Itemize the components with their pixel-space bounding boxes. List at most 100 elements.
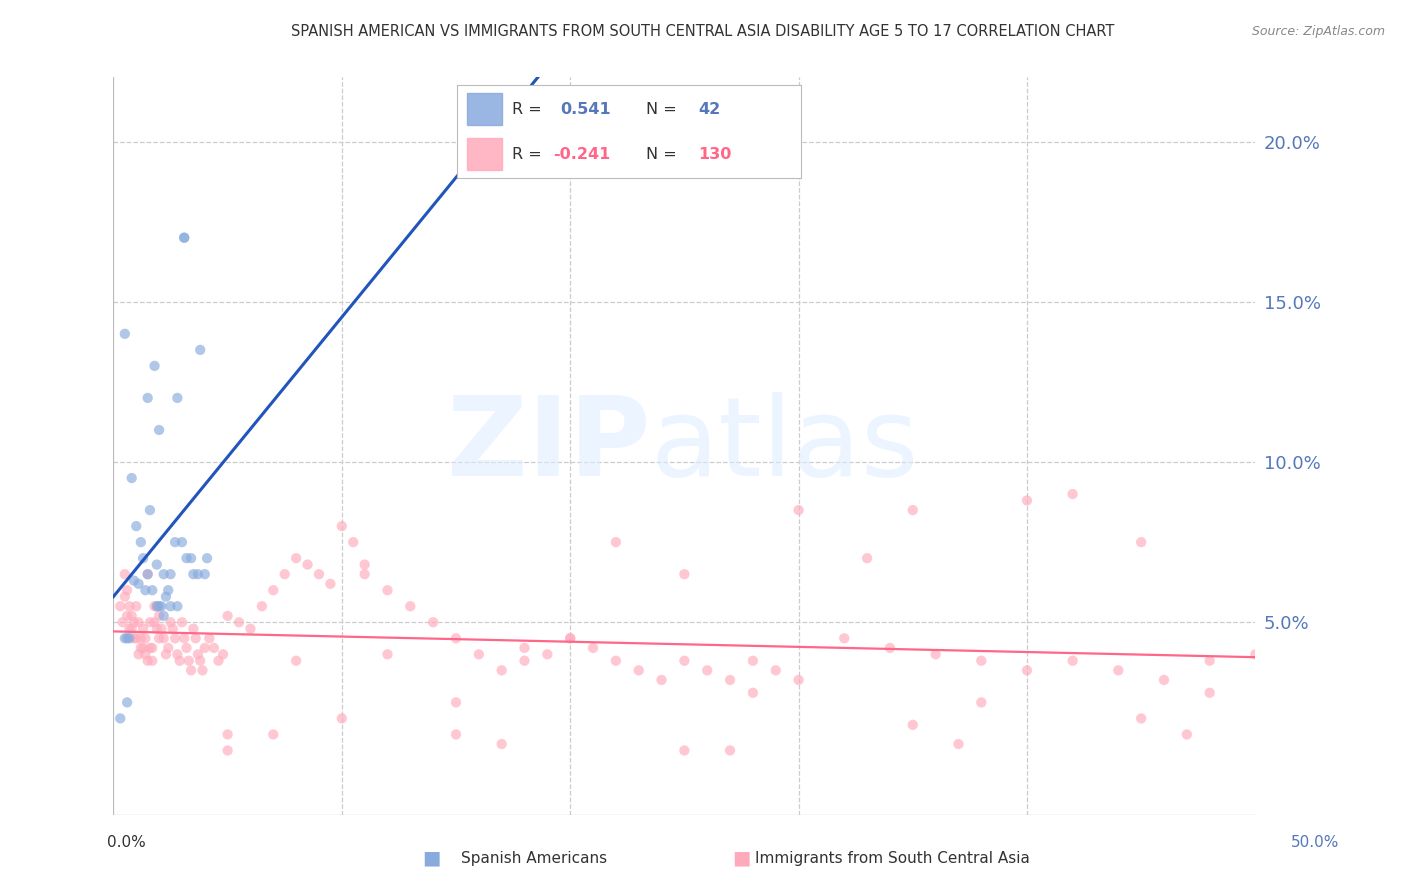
Point	[122, 632, 145, 646]
Text: ■: ■	[422, 848, 441, 868]
Point	[212, 648, 235, 662]
Point	[1198, 686, 1220, 700]
Point	[183, 622, 205, 636]
Point	[141, 640, 163, 655]
Point	[146, 558, 169, 572]
Text: N =: N =	[647, 102, 682, 117]
Point	[165, 632, 187, 646]
Point	[118, 632, 141, 646]
Point	[194, 567, 217, 582]
Point	[217, 608, 239, 623]
Point	[121, 471, 143, 485]
Point	[741, 654, 763, 668]
Point	[1130, 711, 1153, 725]
Point	[901, 503, 924, 517]
Point	[195, 551, 218, 566]
Text: N =: N =	[647, 146, 682, 161]
Point	[330, 519, 353, 533]
Text: Immigrants from South Central Asia: Immigrants from South Central Asia	[755, 851, 1031, 865]
Point	[143, 599, 166, 614]
Point	[125, 632, 148, 646]
Bar	[467, 138, 502, 170]
Point	[1130, 535, 1153, 549]
Point	[132, 640, 155, 655]
Point	[1015, 493, 1038, 508]
Point	[136, 567, 159, 582]
Text: R =: R =	[512, 146, 547, 161]
Point	[285, 654, 308, 668]
Point	[353, 558, 375, 572]
Point	[560, 632, 582, 646]
Point	[115, 583, 138, 598]
Point	[377, 583, 399, 598]
Point	[468, 648, 491, 662]
Point	[132, 551, 155, 566]
Point	[188, 343, 211, 357]
Point	[148, 599, 170, 614]
Point	[146, 599, 169, 614]
Point	[560, 632, 582, 646]
Text: -0.241: -0.241	[554, 146, 610, 161]
Point	[111, 615, 134, 630]
Point	[228, 615, 250, 630]
Point	[924, 648, 946, 662]
Point	[169, 654, 191, 668]
Point	[1015, 664, 1038, 678]
Bar	[467, 93, 502, 125]
Point	[901, 718, 924, 732]
Point	[187, 648, 209, 662]
Point	[198, 632, 221, 646]
Point	[121, 622, 143, 636]
Point	[832, 632, 855, 646]
Point	[114, 567, 136, 582]
Point	[110, 599, 132, 614]
Point	[150, 622, 173, 636]
Point	[188, 654, 211, 668]
Point	[159, 599, 181, 614]
Point	[110, 711, 132, 725]
Point	[173, 632, 195, 646]
Point	[250, 599, 273, 614]
Point	[787, 673, 810, 687]
Point	[605, 654, 627, 668]
Point	[170, 535, 193, 549]
Point	[330, 711, 353, 725]
Point	[114, 590, 136, 604]
Point	[155, 590, 177, 604]
Point	[1175, 727, 1198, 741]
Point	[262, 583, 284, 598]
Point	[176, 640, 198, 655]
Point	[166, 391, 188, 405]
Point	[173, 230, 195, 244]
Point	[129, 535, 152, 549]
Point	[191, 664, 214, 678]
Point	[856, 551, 879, 566]
Text: Spanish Americans: Spanish Americans	[461, 851, 607, 865]
Point	[1062, 654, 1084, 668]
Point	[122, 615, 145, 630]
Point	[139, 640, 162, 655]
Text: 42: 42	[699, 102, 720, 117]
Point	[1107, 664, 1129, 678]
Point	[651, 673, 673, 687]
Point	[141, 654, 163, 668]
Point	[342, 535, 364, 549]
Point	[765, 664, 787, 678]
Point	[513, 654, 536, 668]
Point	[148, 608, 170, 623]
Point	[491, 664, 513, 678]
Point	[696, 664, 718, 678]
Point	[134, 583, 156, 598]
Point	[162, 622, 184, 636]
Point	[148, 632, 170, 646]
Point	[239, 622, 262, 636]
Point	[353, 567, 375, 582]
Point	[134, 632, 156, 646]
Point	[165, 535, 187, 549]
Point	[273, 567, 295, 582]
Text: ZIP: ZIP	[447, 392, 650, 500]
Point	[491, 737, 513, 751]
Point	[129, 632, 152, 646]
Point	[114, 326, 136, 341]
Point	[308, 567, 330, 582]
